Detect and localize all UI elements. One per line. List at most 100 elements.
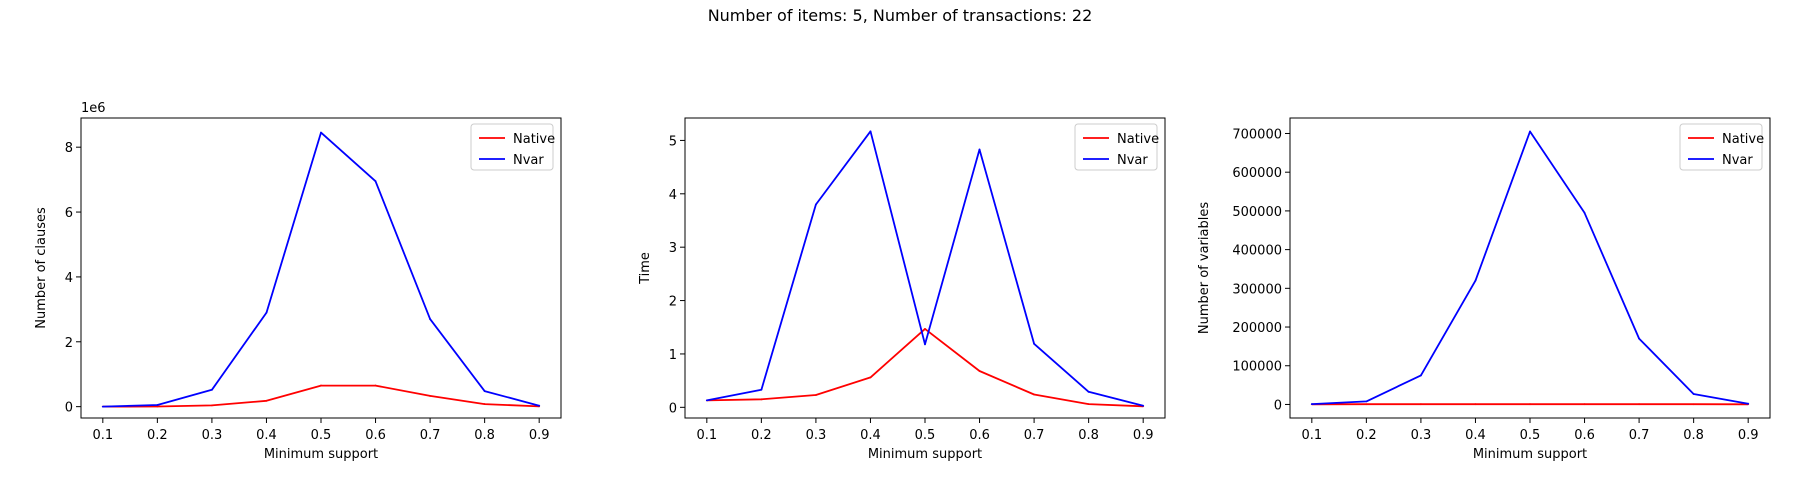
data-point-native <box>1365 403 1368 406</box>
data-point-nvar <box>1747 402 1750 405</box>
y-axis-label: Number of clauses <box>34 207 49 329</box>
x-tick-label: 0.4 <box>1465 428 1486 443</box>
x-tick-label: 0.3 <box>1411 428 1432 443</box>
x-axis-label: Minimum support <box>1473 447 1587 462</box>
data-point-native <box>760 398 763 401</box>
chart-panel-2: 0.1 0.2 0.3 0.4 0.5 0.6 0.7 0.8 0.9 0 1 2 3 4 5 Minimum… <box>638 117 1166 462</box>
series-line-nvar <box>706 130 1144 407</box>
y-tick-label: 200000 <box>1232 321 1282 336</box>
data-point-nvar <box>429 318 431 320</box>
data-point-native <box>1474 403 1477 406</box>
data-point-nvar <box>211 388 213 391</box>
y-tick-label: 600000 <box>1232 166 1282 181</box>
x-tick-label: 0.5 <box>311 428 332 443</box>
data-point-native <box>1087 403 1090 406</box>
series-line-nvar <box>102 131 540 408</box>
x-tick-label: 0.6 <box>365 428 386 443</box>
legend-label-native: Native <box>1117 132 1159 147</box>
legend-label-native: Native <box>1722 132 1764 147</box>
data-point-nvar <box>760 388 763 391</box>
x-tick-label: 0.8 <box>1683 428 1704 443</box>
y-tick-label: 8 <box>65 141 73 156</box>
data-point-native <box>1420 403 1422 406</box>
x-tick-label: 0.7 <box>1024 428 1045 443</box>
series-line-native <box>706 327 1144 408</box>
data-point-native <box>869 376 872 379</box>
figure-title: Number of items: 5, Number of transactio… <box>707 6 1093 25</box>
x-tick-label: 0.9 <box>1738 428 1759 443</box>
y-tick-label: 0 <box>1274 398 1282 413</box>
data-point-nvar <box>705 399 708 402</box>
x-tick-label: 0.9 <box>529 428 550 443</box>
y-tick-label: 3 <box>669 241 677 256</box>
data-point-native <box>815 394 817 396</box>
legend-label-nvar: Nvar <box>513 153 544 168</box>
data-point-native <box>924 327 926 330</box>
data-point-nvar <box>1365 400 1368 403</box>
data-point-native <box>483 403 486 405</box>
data-point-nvar <box>1529 130 1531 133</box>
x-tick-label: 0.2 <box>751 428 772 443</box>
data-point-nvar <box>1638 337 1640 340</box>
x-tick-label: 0.2 <box>147 428 168 443</box>
x-tick-label: 0.7 <box>420 428 441 443</box>
y-tick-label: 4 <box>65 271 73 286</box>
data-point-nvar <box>1583 211 1586 214</box>
series-line-native <box>102 384 540 408</box>
data-point-nvar <box>815 203 817 206</box>
data-point-native <box>1583 403 1586 406</box>
y-tick-label: 500000 <box>1232 205 1282 220</box>
data-point-nvar <box>538 404 541 407</box>
x-tick-label: 0.9 <box>1133 428 1154 443</box>
series-line-nvar <box>1311 130 1749 405</box>
data-point-native <box>156 405 159 408</box>
data-point-nvar <box>1142 404 1145 407</box>
legend: Native Nvar <box>1074 123 1159 171</box>
x-tick-label: 0.4 <box>256 428 277 443</box>
legend-label-nvar: Nvar <box>1117 153 1148 168</box>
y-tick-label: 5 <box>669 134 677 149</box>
x-tick-label: 0.1 <box>1301 428 1322 443</box>
data-point-nvar <box>320 131 322 134</box>
data-point-nvar <box>374 180 377 183</box>
x-tick-label: 0.5 <box>915 428 936 443</box>
x-axis-label: Minimum support <box>264 447 378 462</box>
data-point-nvar <box>483 390 486 392</box>
data-point-nvar <box>101 405 104 408</box>
x-axis-label: Minimum support <box>868 447 982 462</box>
data-point-nvar <box>869 130 872 133</box>
y-tick-label: 0 <box>65 401 73 416</box>
legend: Native Nvar <box>470 123 555 171</box>
chart-panel-3: 0.1 0.2 0.3 0.4 0.5 0.6 0.7 0.8 0.9 0 100000 200000… <box>1197 117 1771 462</box>
data-point-nvar <box>1310 403 1313 405</box>
y-tick-label: 100000 <box>1232 360 1282 375</box>
legend-label-nvar: Nvar <box>1722 153 1753 168</box>
legend: Native Nvar <box>1679 123 1764 171</box>
data-point-native <box>1033 393 1035 396</box>
data-point-native <box>374 384 377 387</box>
x-tick-label: 0.4 <box>860 428 881 443</box>
data-point-nvar <box>1474 279 1477 282</box>
data-point-native <box>978 370 981 372</box>
data-point-nvar <box>1692 393 1695 395</box>
y-tick-label: 1 <box>669 348 677 363</box>
y-axis-label: Number of variables <box>1197 202 1212 334</box>
y-tick-label: 300000 <box>1232 282 1282 297</box>
y-tick-label: 700000 <box>1232 127 1282 142</box>
data-point-native <box>265 399 268 402</box>
data-point-native <box>1692 403 1695 406</box>
data-point-nvar <box>1087 390 1090 393</box>
y-tick-label: 400000 <box>1232 244 1282 259</box>
x-tick-label: 0.3 <box>202 428 223 443</box>
y-tick-label: 4 <box>669 188 677 203</box>
y-tick-label: 0 <box>669 401 677 416</box>
data-point-nvar <box>1033 342 1035 345</box>
chart-panel-1: 0.1 0.2 0.3 0.4 0.5 0.6 0.7 0.8 0.9 0 2 4 6 8 1e6 Minim… <box>34 101 562 462</box>
data-point-nvar <box>978 148 981 151</box>
y-tick-label: 6 <box>65 206 73 221</box>
data-point-nvar <box>265 311 268 314</box>
y-tick-label: 2 <box>669 295 677 310</box>
data-point-native <box>1529 403 1531 406</box>
x-tick-label: 0.6 <box>1574 428 1595 443</box>
